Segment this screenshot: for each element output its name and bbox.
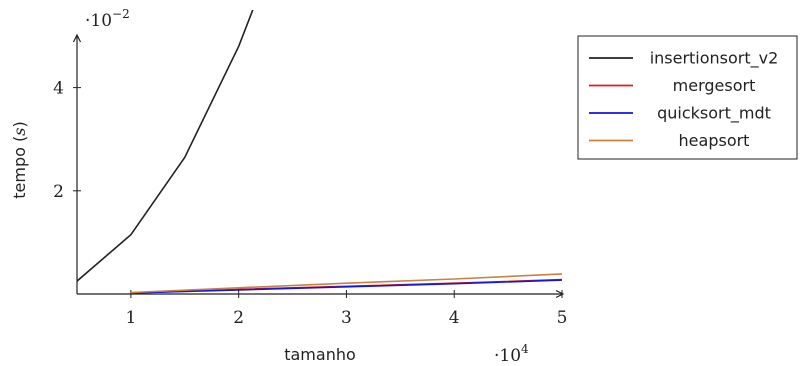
x-axis-arrow-icon — [555, 289, 565, 299]
x-tick-label: 1 — [125, 308, 136, 328]
series-line-heapsort — [130, 273, 563, 294]
x-ticks: 1 2 3 4 5 — [125, 290, 567, 328]
legend-label: heapsort — [679, 131, 750, 150]
series-lines — [77, 10, 563, 294]
y-ticks: 24 — [53, 79, 81, 202]
series-line-insertionsort-v2 — [77, 10, 254, 282]
legend: insertionsort_v2 mergesort quicksort_mdthe… — [577, 35, 798, 160]
x-tick-label: 5 — [557, 308, 568, 328]
legend-label: insertionsort_v2 — [650, 49, 779, 69]
y-tick-label: 2 — [53, 182, 64, 202]
series-line-quicksort-mdt — [130, 279, 563, 294]
y-axis-label-var: s — [10, 128, 29, 136]
y-axis-label: tempo (s) — [10, 121, 29, 198]
legend-box — [577, 35, 798, 160]
x-axis-label: tamanho — [284, 345, 356, 364]
axes — [72, 33, 565, 299]
x-tick-label: 2 — [233, 308, 244, 328]
y-tick-label: 4 — [53, 79, 64, 99]
x-multiplier: ·104 — [494, 342, 529, 366]
x-tick-label: 4 — [449, 308, 460, 328]
y-axis-arrow-icon — [72, 33, 82, 43]
y-multiplier: ·10−2 — [85, 7, 130, 31]
legend-label: quicksort_mdt — [657, 104, 771, 124]
legend-label: mergesort — [673, 76, 756, 95]
x-tick-label: 3 — [341, 308, 352, 328]
